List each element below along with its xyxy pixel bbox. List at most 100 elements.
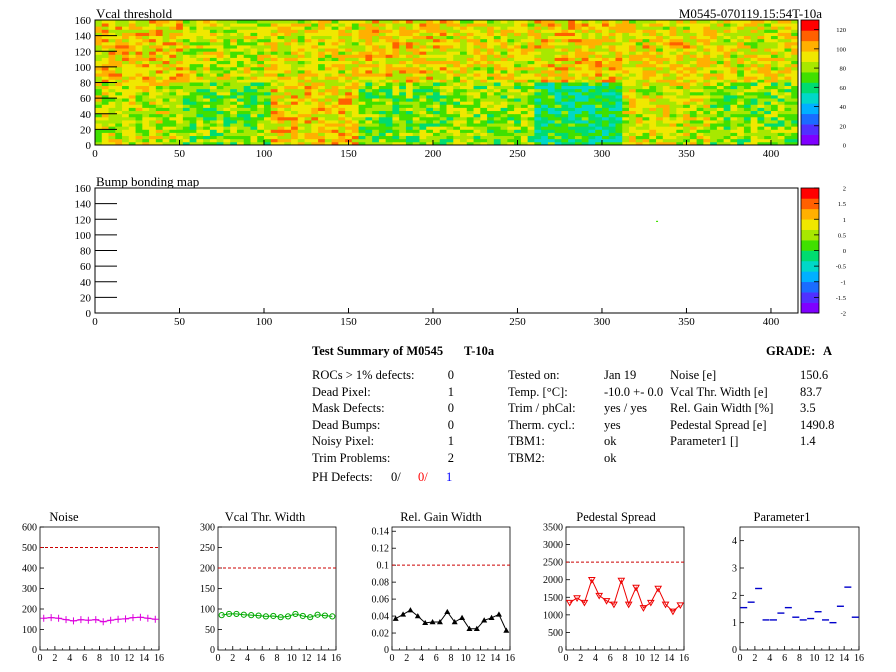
heatmap-cell [223, 54, 231, 58]
heatmap-cell [764, 63, 772, 68]
heatmap-cell [128, 126, 136, 130]
heatmap-cell [243, 107, 251, 112]
heatmap-cell [703, 38, 711, 43]
heatmap-cell [791, 85, 799, 90]
heatmap-cell [473, 20, 481, 24]
heatmap-cell [101, 48, 109, 52]
heatmap-cell [770, 32, 779, 37]
heatmap-cell [263, 45, 272, 49]
heatmap-cell [318, 82, 326, 87]
heatmap-cell [182, 138, 191, 143]
defect-label: Dead Pixel: [312, 384, 371, 399]
heatmap-cell [541, 82, 549, 87]
heatmap-cell [534, 20, 542, 24]
heatmap-cell [487, 48, 495, 52]
heatmap-cell [649, 120, 657, 124]
heatmap-cell [466, 54, 474, 58]
heatmap-cell [493, 60, 501, 65]
heatmap-cell [291, 32, 299, 37]
heatmap-cell [608, 38, 616, 43]
heatmap-cell [750, 60, 758, 65]
heatmap-cell [581, 48, 589, 52]
heatmap-cell [358, 123, 366, 127]
heatmap-cell [372, 135, 380, 140]
data-point [429, 619, 436, 625]
heatmap-cell [446, 141, 454, 146]
data-point [639, 605, 648, 612]
heatmap-cell [770, 51, 779, 55]
heatmap-cell [196, 54, 204, 58]
heatmap-cell [365, 73, 373, 77]
heatmap-cell [257, 57, 265, 62]
heatmap-cell [507, 138, 515, 143]
heatmap-cell [716, 138, 725, 143]
heatmap-cell [473, 116, 481, 121]
heatmap-cell [230, 73, 238, 77]
heatmap-cell [426, 126, 434, 130]
heatmap-cell [385, 38, 393, 43]
heatmap-cell [662, 85, 670, 90]
heatmap-cell [311, 98, 319, 102]
heatmap-cell [466, 48, 474, 52]
heatmap-cell [453, 63, 461, 68]
heatmap-cell [527, 32, 535, 37]
heatmap-cell [101, 63, 109, 68]
heatmap-cell [236, 76, 245, 80]
heatmap-cell [500, 85, 508, 90]
heatmap-cell [568, 107, 576, 112]
heatmap-cell [730, 70, 738, 74]
data-point [99, 618, 107, 626]
heatmap-cell [426, 95, 434, 99]
heatmap-cell [649, 88, 657, 93]
data-point [580, 599, 589, 607]
heatmap-cell [737, 132, 745, 137]
heatmap-cell [642, 120, 650, 124]
heatmap-cell [196, 88, 204, 93]
heatmap-cell [554, 91, 562, 96]
plot-y-tick-label: 100 [200, 605, 215, 616]
heatmap-cell [568, 135, 576, 140]
heatmap-cell [453, 20, 461, 24]
plot-y-tick-label: 50 [205, 625, 215, 636]
heatmap-cell [601, 141, 610, 146]
heatmap-cell [784, 57, 792, 62]
heatmap-cell [568, 79, 576, 83]
heatmap-cell [527, 129, 535, 133]
heatmap-cell [487, 113, 495, 118]
heatmap-cell [710, 23, 718, 27]
heatmap-cell [216, 129, 224, 133]
heatmap-cell [189, 48, 197, 52]
heatmap-cell [223, 63, 231, 68]
heatmap-cell [757, 63, 765, 68]
heatmap-cell [737, 126, 745, 130]
heatmap-cell [122, 88, 130, 93]
heatmap-cell [108, 126, 116, 130]
heatmap-cell [574, 135, 583, 140]
heatmap-cell [399, 70, 407, 74]
heatmap-cell [203, 23, 211, 27]
heatmap-cell [574, 126, 583, 130]
heatmap-cell [169, 82, 177, 87]
heatmap-cell [405, 51, 414, 55]
plot-y-tick-label: 0.06 [372, 595, 390, 606]
heatmap-cell [608, 141, 616, 146]
heatmap-cell [135, 23, 143, 27]
heatmap-cell [277, 48, 285, 52]
heatmap-cell [385, 70, 393, 74]
heatmap-cell [426, 54, 434, 58]
heatmap-cell [770, 70, 779, 74]
heatmap-cell [730, 85, 738, 90]
heatmap-cell [527, 95, 535, 99]
heatmap-cell [460, 82, 468, 87]
heatmap-cell [412, 63, 420, 68]
heatmap-cell [257, 104, 265, 108]
heatmap-cell [683, 126, 691, 130]
heatmap-cell [689, 48, 698, 52]
heatmap-cell [257, 91, 265, 96]
heatmap-cell [115, 48, 123, 52]
heatmap-cell [270, 79, 278, 83]
heatmap-cell [128, 82, 136, 87]
heatmap-cell [500, 101, 508, 105]
heatmap-cell [547, 113, 556, 118]
heatmap-cell [757, 48, 765, 52]
